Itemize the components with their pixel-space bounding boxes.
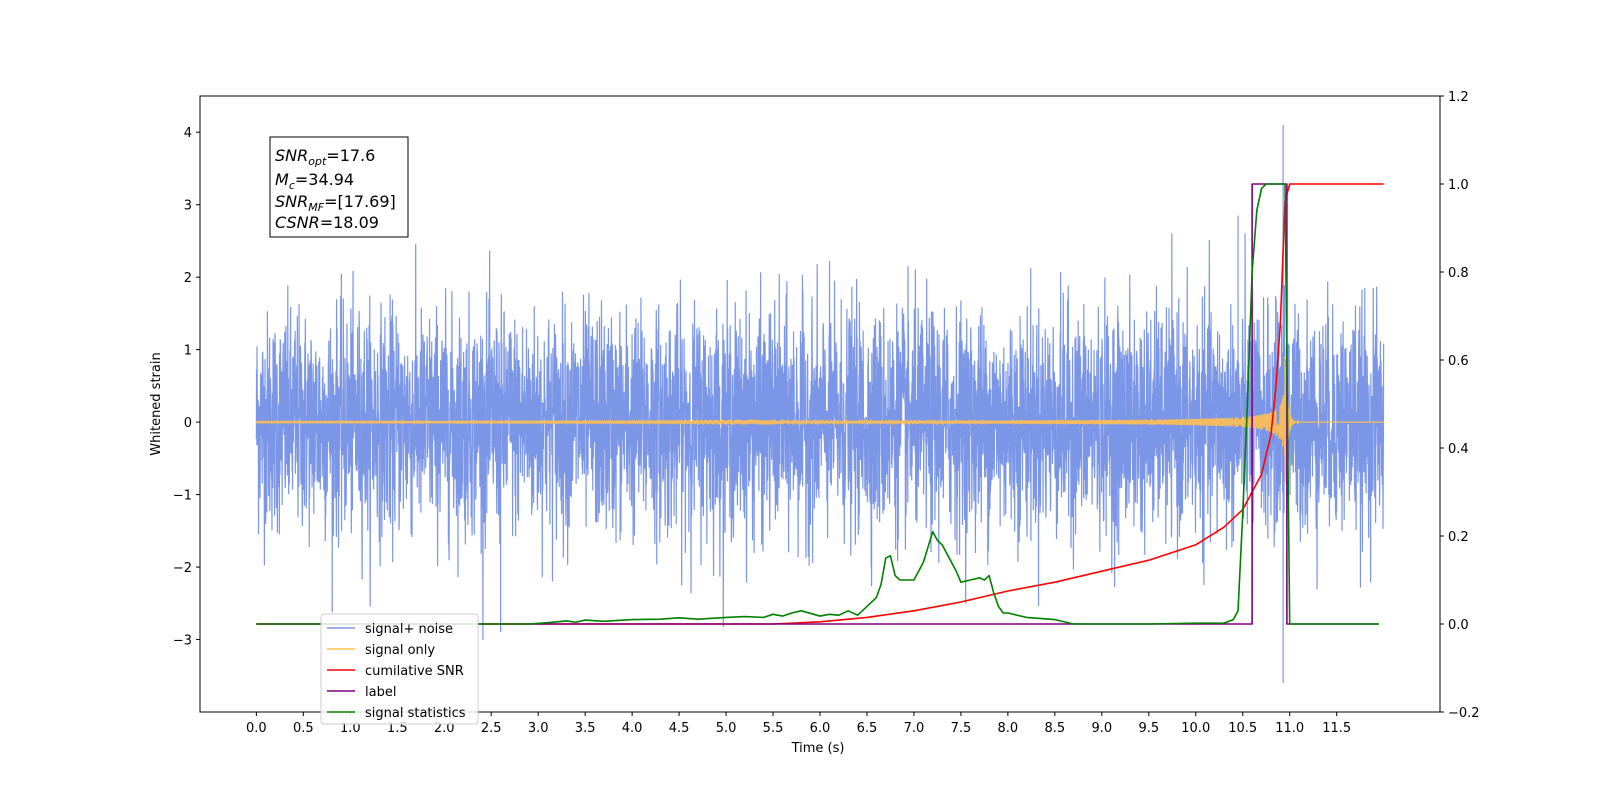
x-tick-label: 5.5 (763, 721, 784, 736)
x-tick-label: 8.5 (1045, 721, 1066, 736)
x-tick-label: 0.5 (293, 721, 314, 736)
y-left-tick-label: 2 (184, 271, 192, 286)
y-axis-label: Whitened strain (149, 352, 164, 455)
legend-label: signal+ noise (365, 622, 453, 637)
x-tick-label: 5.0 (716, 721, 737, 736)
mc-sub: c (289, 179, 295, 192)
y-right-tick-label: 1.2 (1448, 90, 1469, 105)
y-right-tick-label: 0.0 (1448, 618, 1469, 633)
x-tick-label: 2.5 (481, 721, 502, 736)
y-left-tick-label: 4 (184, 126, 192, 141)
x-tick-label: 1.0 (340, 721, 361, 736)
x-tick-label: 7.0 (904, 721, 925, 736)
legend: signal+ noise signal only cumilative SNR la… (320, 613, 479, 725)
mc-name: M (275, 170, 289, 189)
x-tick-label: 10.0 (1181, 721, 1210, 736)
x-tick-label: 1.5 (387, 721, 408, 736)
x-tick-label: 4.0 (622, 721, 643, 736)
x-tick-label: 8.0 (998, 721, 1019, 736)
x-tick-label: 3.5 (575, 721, 596, 736)
legend-label: cumilative SNR (365, 664, 464, 679)
x-tick-label: 3.0 (528, 721, 549, 736)
snr-mf-text: SNRMF=[17.69] (275, 192, 396, 214)
y-right-tick-label: −0.2 (1448, 706, 1480, 721)
x-tick-label: 7.5 (951, 721, 972, 736)
x-axis-ticks: 0.0 0.5 1.0 1.5 2.0 2.5 3.0 3.5 4.0 4.5 5.0 5.5 6.0 6… (246, 712, 1351, 736)
x-tick-label: 9.5 (1138, 721, 1159, 736)
y-right-tick-label: 0.8 (1448, 266, 1469, 281)
snr-opt-name: SNR (275, 146, 308, 165)
snr-mf-name: SNR (275, 192, 308, 211)
x-tick-label: 4.5 (669, 721, 690, 736)
x-tick-label: 11.0 (1275, 721, 1304, 736)
y-left-tick-label: −1 (173, 489, 192, 504)
x-tick-label: 6.0 (810, 721, 831, 736)
snr-opt-text: SNRopt=17.6 (275, 146, 375, 168)
mc-text: Mc=34.94 (275, 170, 354, 192)
series-cumilative-snr-line (256, 183, 1384, 625)
x-tick-label: 0.0 (246, 721, 267, 736)
y-right-tick-label: 0.2 (1448, 530, 1469, 545)
x-tick-label: 11.5 (1322, 721, 1351, 736)
y-left-tick-label: 1 (184, 344, 192, 359)
y-axis-right-ticks: −0.2 0.0 0.2 0.4 0.6 0.8 1.0 1.2 (1440, 90, 1480, 721)
x-axis-label: Time (s) (791, 741, 845, 756)
y-right-tick-label: 0.6 (1448, 354, 1469, 369)
snr-opt-value: =17.6 (326, 146, 375, 165)
x-tick-label: 2.0 (434, 721, 455, 736)
y-axis-left-ticks: −3 −2 −1 0 1 2 3 4 (173, 126, 200, 649)
series-signal-noise-line (255, 124, 1385, 684)
legend-frame (320, 613, 479, 725)
series-signal-only-line (255, 356, 1384, 484)
csnr-value: =18.09 (320, 213, 379, 232)
y-right-tick-label: 0.4 (1448, 442, 1469, 457)
snr-mf-sub: MF (308, 201, 324, 214)
y-right-tick-label: 1.0 (1448, 178, 1469, 193)
series-signal-statistics-line (256, 183, 1379, 625)
y-left-tick-label: −2 (173, 561, 192, 576)
annotation-frame (269, 136, 409, 238)
x-tick-label: 9.0 (1091, 721, 1112, 736)
mc-value: =34.94 (295, 170, 354, 189)
legend-label: label (365, 685, 396, 700)
legend-label: signal only (365, 643, 435, 658)
y-left-tick-label: −3 (173, 634, 192, 649)
x-tick-label: 10.5 (1228, 721, 1257, 736)
csnr-text: CSNR=18.09 (275, 213, 379, 232)
y-left-tick-label: 0 (184, 416, 192, 431)
y-left-tick-label: 3 (184, 199, 192, 214)
csnr-name: CSNR (275, 213, 320, 232)
legend-label: signal statistics (365, 706, 466, 721)
snr-mf-value: =[17.69] (324, 192, 396, 211)
series-layer (255, 124, 1385, 684)
annotation-box: SNRopt=17.6 Mc=34.94 SNRMF=[17.69] CSNR=… (269, 136, 409, 238)
x-tick-label: 6.5 (857, 721, 878, 736)
snr-opt-sub: opt (308, 155, 327, 168)
